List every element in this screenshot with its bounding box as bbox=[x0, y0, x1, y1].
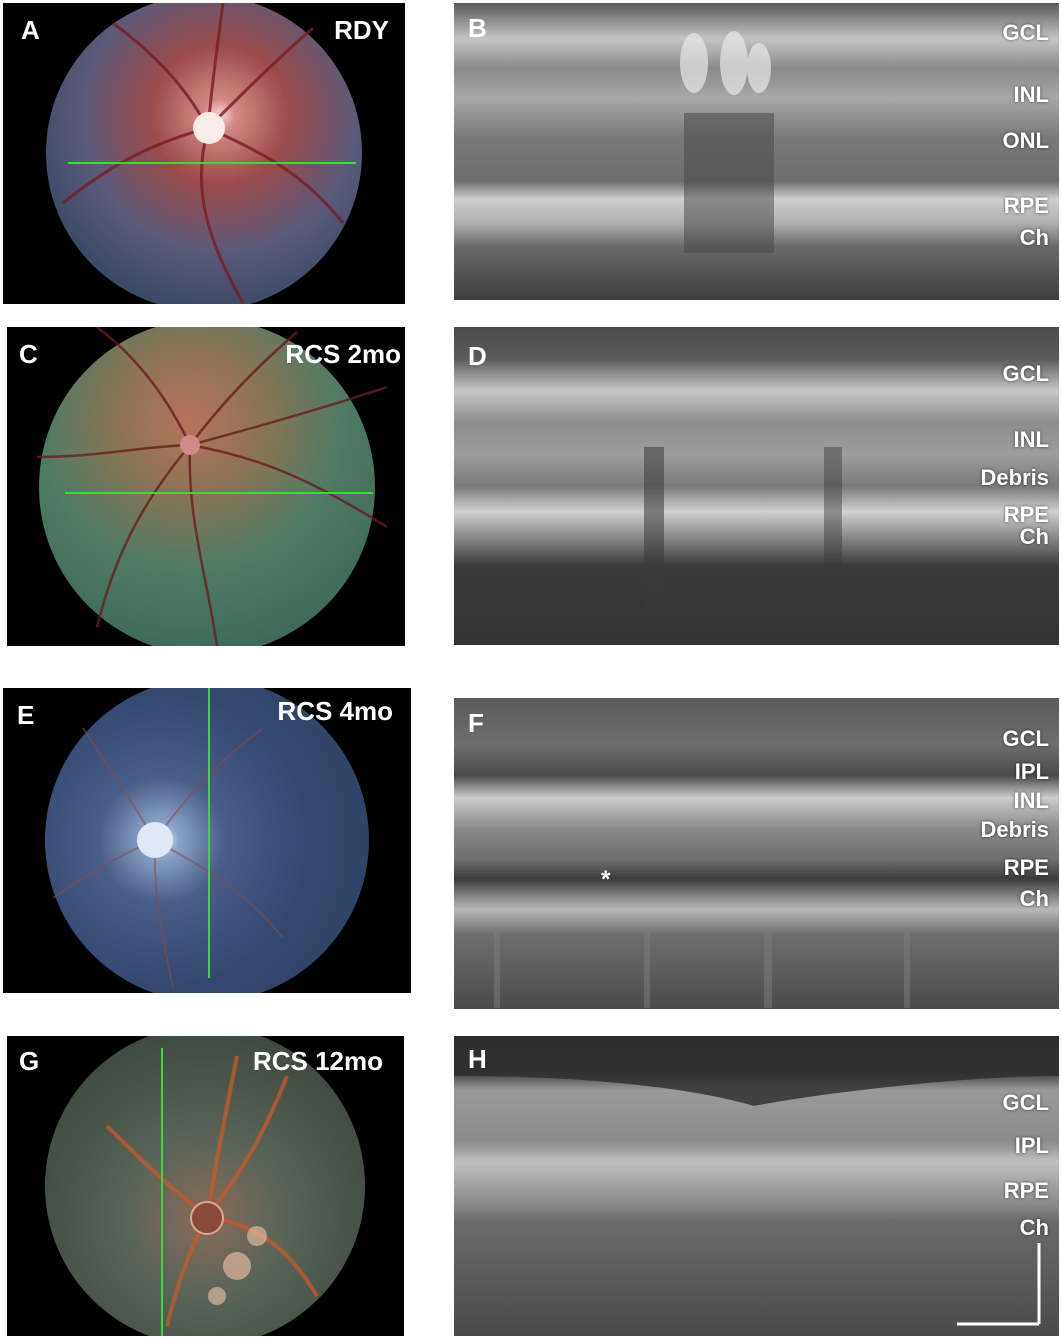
oct-image-b bbox=[454, 3, 1059, 300]
layer-label: RPE bbox=[1003, 1178, 1049, 1203]
layer-label: Ch bbox=[1019, 886, 1049, 911]
layer-label: Ch bbox=[1019, 1215, 1049, 1240]
panel-letter: F bbox=[468, 708, 484, 738]
fundus-image-g bbox=[45, 1036, 365, 1336]
oct-image-h bbox=[454, 1036, 1059, 1336]
fundus-panel-a: A RDY bbox=[3, 3, 405, 304]
layer-label: GCL bbox=[1002, 726, 1049, 751]
panel-title: RCS 12mo bbox=[252, 1046, 383, 1076]
panel-title: RCS 4mo bbox=[277, 696, 393, 726]
panel-letter: A bbox=[21, 15, 40, 45]
layer-label: RPE bbox=[1003, 193, 1049, 218]
fundus-image-c bbox=[36, 327, 388, 646]
layer-label: GCL bbox=[1002, 1090, 1049, 1115]
oct-panel-d: D GCL INL Debris RPE Ch bbox=[454, 327, 1059, 645]
layer-label: Debris bbox=[980, 817, 1049, 842]
layer-label: Ch bbox=[1019, 524, 1049, 549]
panel-letter: B bbox=[468, 13, 487, 43]
fundus-panel-e: E RCS 4mo bbox=[3, 688, 411, 993]
layer-label: IPL bbox=[1014, 759, 1049, 784]
oct-panel-f: F * GCL IPL INL Debris RPE Ch bbox=[454, 698, 1059, 1009]
layer-label: IPL bbox=[1014, 1133, 1049, 1158]
panel-letter: E bbox=[17, 700, 35, 730]
panel-title: RDY bbox=[334, 15, 389, 45]
fundus-panel-c: C RCS 2mo bbox=[7, 327, 405, 646]
layer-label: RPE bbox=[1003, 502, 1049, 527]
asterisk-marker: * bbox=[601, 866, 611, 893]
layer-label: RPE bbox=[1003, 855, 1049, 880]
fundus-image-e bbox=[45, 688, 369, 993]
layer-label: INL bbox=[1013, 82, 1049, 107]
panel-title: RCS 2mo bbox=[285, 339, 401, 369]
panel-letter: C bbox=[19, 339, 38, 369]
layer-label: Ch bbox=[1019, 225, 1049, 250]
oct-image-f bbox=[454, 698, 1059, 1009]
layer-label: INL bbox=[1013, 427, 1049, 452]
layer-label: ONL bbox=[1002, 128, 1049, 153]
layer-label: Debris bbox=[980, 465, 1049, 490]
oct-image-d bbox=[454, 327, 1059, 645]
layer-label: INL bbox=[1013, 788, 1049, 813]
oct-panel-h: H GCL IPL RPE Ch bbox=[454, 1036, 1059, 1336]
scale-bar bbox=[957, 1243, 1041, 1326]
panel-letter: H bbox=[468, 1044, 487, 1074]
oct-panel-b: B GCL INL ONL RPE Ch bbox=[454, 3, 1059, 300]
layer-label: GCL bbox=[1002, 361, 1049, 386]
fundus-panel-g: G RCS 12mo bbox=[7, 1036, 404, 1336]
layer-label: GCL bbox=[1002, 20, 1049, 45]
fundus-image-a bbox=[46, 3, 362, 304]
panel-letter: D bbox=[468, 341, 487, 371]
panel-letter: G bbox=[19, 1046, 40, 1076]
